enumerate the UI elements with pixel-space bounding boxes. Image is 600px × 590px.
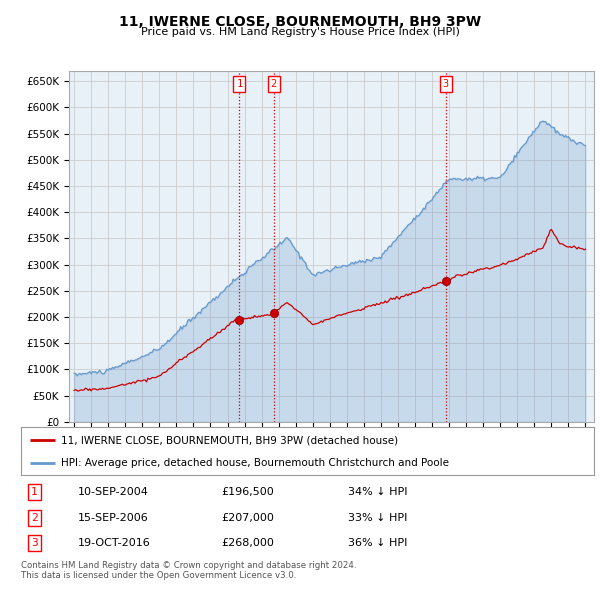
Text: 11, IWERNE CLOSE, BOURNEMOUTH, BH9 3PW: 11, IWERNE CLOSE, BOURNEMOUTH, BH9 3PW [119,15,481,29]
Text: 33% ↓ HPI: 33% ↓ HPI [347,513,407,523]
Text: 36% ↓ HPI: 36% ↓ HPI [347,538,407,548]
Text: 3: 3 [31,538,38,548]
Text: 34% ↓ HPI: 34% ↓ HPI [347,487,407,497]
Text: HPI: Average price, detached house, Bournemouth Christchurch and Poole: HPI: Average price, detached house, Bour… [61,458,449,468]
Text: 19-OCT-2016: 19-OCT-2016 [79,538,151,548]
Text: £196,500: £196,500 [221,487,274,497]
Text: 3: 3 [443,79,449,89]
Text: £207,000: £207,000 [221,513,274,523]
Text: Price paid vs. HM Land Registry's House Price Index (HPI): Price paid vs. HM Land Registry's House … [140,27,460,37]
Text: 11, IWERNE CLOSE, BOURNEMOUTH, BH9 3PW (detached house): 11, IWERNE CLOSE, BOURNEMOUTH, BH9 3PW (… [61,435,398,445]
Text: Contains HM Land Registry data © Crown copyright and database right 2024.
This d: Contains HM Land Registry data © Crown c… [21,560,356,580]
Text: 2: 2 [271,79,277,89]
Text: 2: 2 [31,513,38,523]
Text: £268,000: £268,000 [221,538,274,548]
Text: 1: 1 [31,487,38,497]
Text: 1: 1 [236,79,242,89]
Text: 15-SEP-2006: 15-SEP-2006 [79,513,149,523]
Text: 10-SEP-2004: 10-SEP-2004 [79,487,149,497]
